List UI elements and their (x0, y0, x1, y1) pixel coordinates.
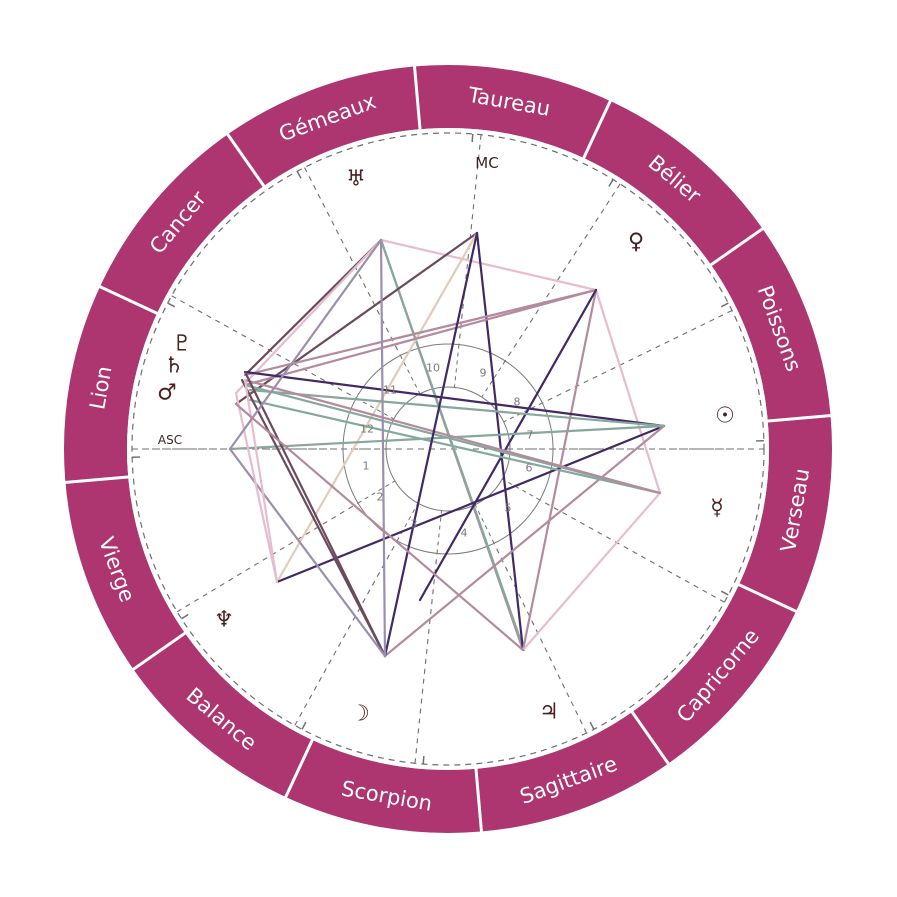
aspect-line (234, 402, 525, 652)
sign-divider (98, 284, 159, 316)
degree-tick (720, 590, 729, 596)
house-number-1: 1 (363, 460, 370, 473)
house-number-12: 12 (360, 423, 374, 436)
aspect-line (379, 238, 598, 292)
degree-tick (589, 721, 595, 730)
house-number-3: 3 (411, 518, 418, 531)
sign-divider (412, 65, 422, 131)
house-cusp-inner (357, 480, 396, 504)
jupiter-icon: ♃ (539, 700, 559, 725)
house-number-4: 4 (461, 527, 468, 540)
moon-icon: ☽ (350, 702, 370, 727)
aspect-line (275, 231, 479, 584)
sign-divider (131, 631, 187, 672)
sign-divider (64, 475, 130, 485)
neptune-icon: ♆ (214, 608, 234, 633)
house-cusp-inner (355, 397, 395, 420)
degree-tick (301, 721, 307, 730)
degree-tick (167, 302, 176, 308)
uranus-icon: ♅ (346, 167, 366, 192)
asc-label: ASC (158, 433, 182, 447)
house-cusp-inner (481, 360, 506, 398)
sign-divider (630, 710, 671, 766)
mc-label: MC (475, 154, 498, 172)
aspect-line (240, 378, 387, 658)
house-number-5: 5 (505, 502, 512, 515)
house-cusp-inner (396, 502, 419, 542)
house-number-11: 11 (383, 384, 397, 397)
aspect-line (383, 424, 666, 658)
saturn-icon: ♄ (164, 354, 184, 379)
mercury-icon: ☿ (710, 496, 724, 521)
aspect-line (243, 288, 598, 377)
house-outer-circle (342, 343, 554, 555)
aspect-line (275, 424, 666, 584)
aspect-line (418, 288, 598, 602)
house-cusp-inner (453, 344, 460, 388)
aspect-line (594, 288, 662, 495)
sun-icon: ☉ (715, 404, 735, 429)
aspect-line (248, 398, 662, 495)
house-cusp-inner (399, 355, 421, 394)
degree-tick (471, 133, 474, 143)
sign-divider (474, 767, 484, 833)
aspect-line (243, 378, 662, 495)
house-number-7: 7 (527, 429, 534, 442)
aspect-line (475, 231, 525, 652)
sign-divider (225, 132, 266, 188)
house-number-8: 8 (514, 396, 521, 409)
degree-tick (181, 613, 189, 620)
aspect-line (243, 370, 666, 428)
house-cusp-inner (503, 402, 543, 423)
house-cusp-inner (474, 504, 495, 544)
aspect-lines (228, 231, 666, 658)
planet-glyphs: ☉ ☿ ♀ ♅ ♇♄♂ ♆ ☽ ♃ (157, 167, 735, 727)
sign-divider (709, 226, 765, 267)
aspect-line (383, 231, 479, 658)
sign-divider (737, 582, 798, 614)
aspect-line (234, 238, 383, 395)
zodiac-band (64, 65, 832, 833)
house-number-9: 9 (480, 367, 487, 380)
pluto-icon: ♇ (172, 332, 192, 357)
degree-tick (720, 302, 729, 308)
house-cusp-inner (436, 510, 443, 554)
degree-tick (296, 170, 302, 179)
aspect-line (248, 388, 666, 428)
house-number-rings (342, 343, 554, 555)
house-number-2: 2 (377, 491, 384, 504)
aspect-line (228, 238, 383, 451)
aspect-line (243, 378, 279, 584)
sign-divider (766, 413, 832, 423)
mars-icon: ♂ (157, 381, 177, 406)
sign-divider (581, 99, 613, 160)
house-cusp-lines (132, 133, 764, 765)
aspect-line (234, 391, 279, 584)
sign-divider (283, 738, 315, 799)
degree-tick (422, 755, 425, 765)
house-number-6: 6 (526, 462, 533, 475)
aspect-line (521, 491, 662, 652)
zodiac-ring: BélierTaureauGémeauxCancerLionViergeBala… (64, 65, 832, 833)
aspect-line (243, 288, 598, 387)
house-cusp-inner (501, 478, 541, 501)
venus-icon: ♀ (628, 230, 644, 255)
house-number-10: 10 (426, 362, 440, 375)
house-inner-circle (385, 386, 511, 512)
degree-tick (608, 179, 614, 187)
angle-labels: ASC MC (158, 154, 499, 447)
aspect-line (379, 238, 387, 658)
